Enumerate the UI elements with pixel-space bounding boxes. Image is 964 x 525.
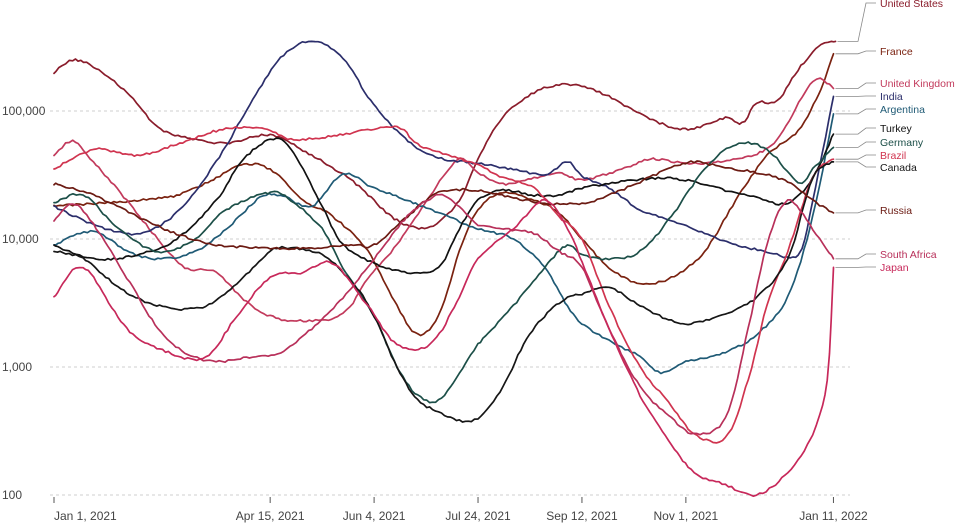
label-leader: [835, 127, 876, 135]
series-line-russia: [53, 160, 835, 251]
series-labels: United States France United KingdomIndiaAr…: [835, 0, 955, 274]
series-line-japan: [53, 198, 835, 498]
x-axis: Jan 1, 2021 Apr 15, 2021 Jun 4, 2021 Jul 24…: [53, 497, 868, 523]
y-tick-label: 100,000: [2, 104, 46, 118]
series-line-france: [53, 52, 835, 337]
y-tick-label: 100: [2, 488, 22, 502]
series-label-united-states: United States: [880, 0, 943, 10]
series-label-argentina: Argentina: [880, 104, 925, 116]
label-leader: [835, 108, 876, 115]
series-line-germany: [53, 141, 835, 404]
series-line-united-states: [53, 40, 837, 230]
series-line-canada: [53, 161, 835, 423]
x-tick-label: Jul 24, 2021: [445, 509, 511, 523]
series-line-brazil: [53, 125, 835, 444]
series-line-south-africa: [53, 193, 835, 436]
series-label-south-africa: South Africa: [880, 249, 937, 261]
y-tick-label: 1,000: [2, 360, 32, 374]
series-label-france: France: [880, 46, 913, 58]
series-line-united-kingdom: [53, 77, 835, 323]
y-axis: 100 1,000 10,000 100,000: [2, 104, 46, 502]
label-leader: [835, 141, 876, 148]
label-leader: [835, 82, 876, 89]
label-leader: [835, 154, 876, 160]
y-tick-label: 10,000: [2, 232, 39, 246]
series-line-argentina: [53, 113, 835, 375]
x-tick-label: Jan 1, 2021: [54, 509, 117, 523]
label-leader: [835, 253, 876, 260]
x-tick-label: Nov 1, 2021: [654, 509, 719, 523]
x-tick-label: Jun 4, 2021: [343, 509, 406, 523]
label-leader: [837, 2, 876, 42]
series-line-india: [53, 40, 835, 259]
label-leader: [835, 209, 876, 214]
label-leader: [835, 161, 876, 168]
series-label-brazil: Brazil: [880, 150, 906, 162]
label-leader: [835, 50, 876, 55]
x-tick-label: Jan 11, 2022: [799, 509, 868, 523]
series-line-turkey: [53, 133, 835, 275]
series-label-turkey: Turkey: [880, 123, 912, 135]
series-label-canada: Canada: [880, 162, 917, 174]
x-tick-label: Sep 12, 2021: [546, 509, 618, 523]
x-tick-label: Apr 15, 2021: [236, 509, 305, 523]
series-label-india: India: [880, 91, 903, 103]
series-label-japan: Japan: [880, 262, 909, 274]
series-label-united-kingdom: United Kingdom: [880, 78, 955, 90]
series-label-germany: Germany: [880, 137, 924, 149]
series-label-russia: Russia: [880, 205, 912, 217]
series-lines: [53, 40, 837, 498]
